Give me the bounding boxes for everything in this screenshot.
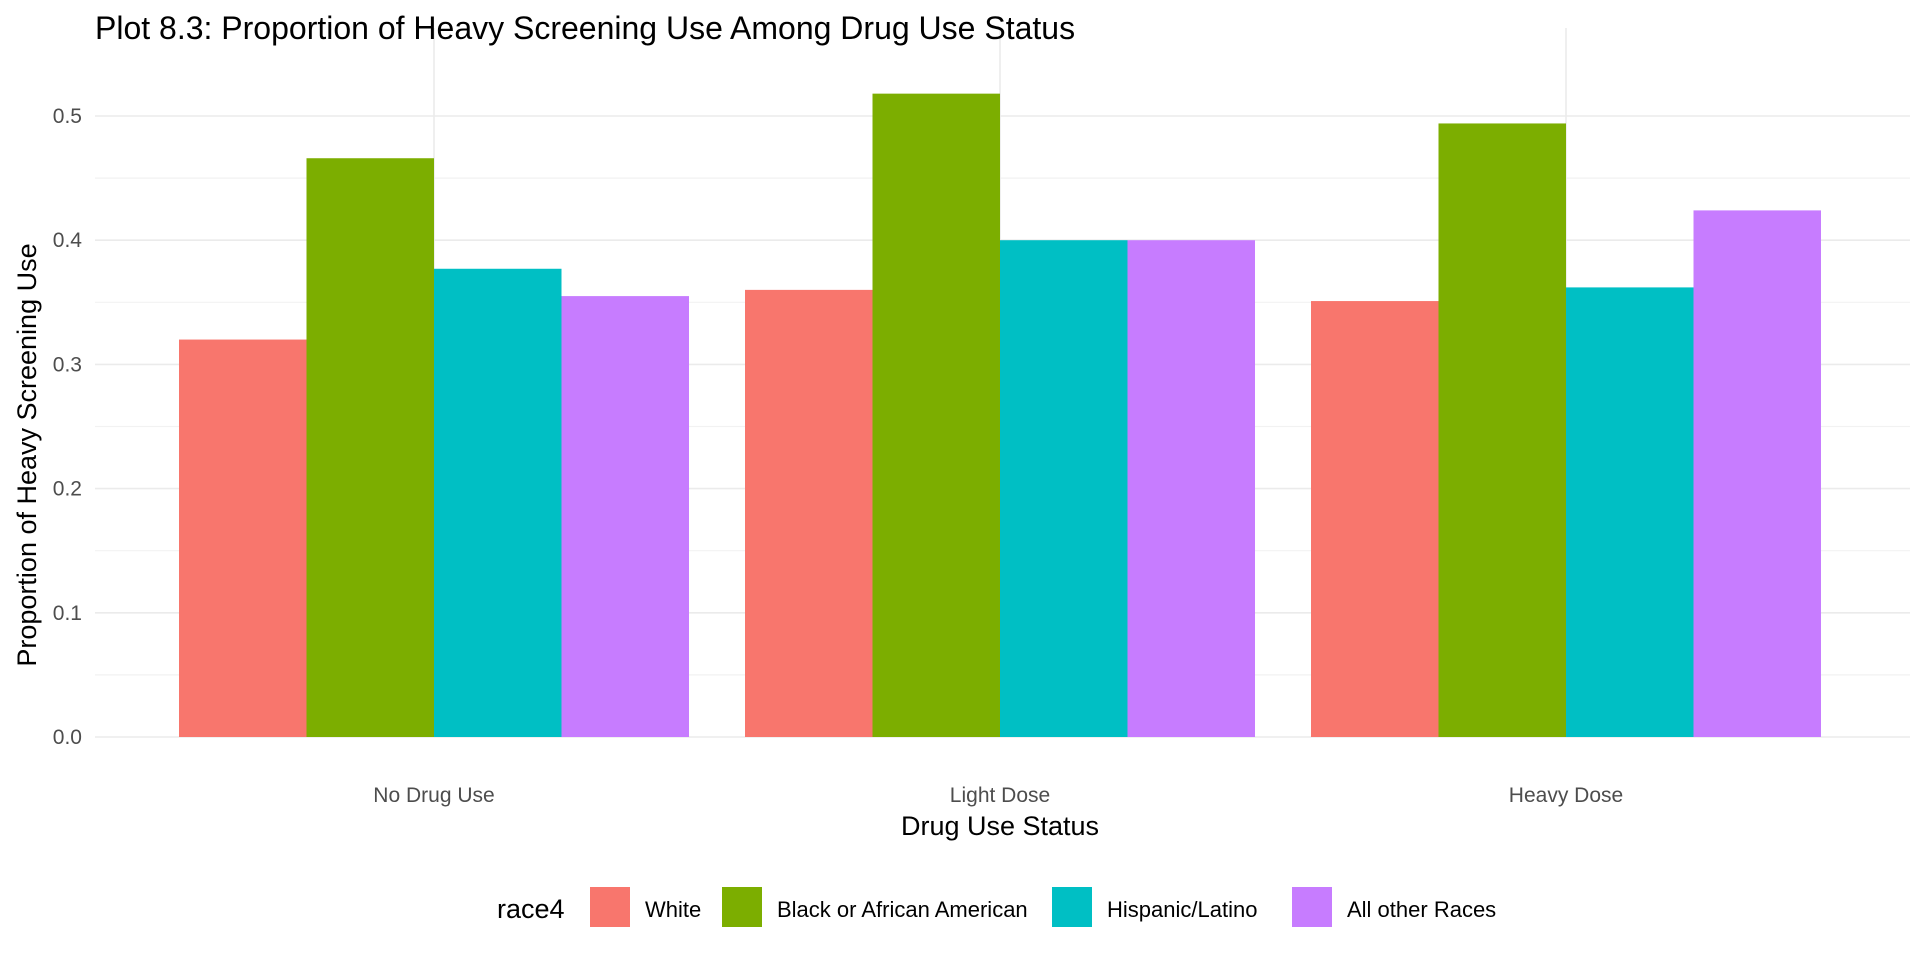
bar [1127,240,1255,737]
x-tick-label: Heavy Dose [1509,784,1623,807]
bar [1693,210,1821,738]
legend: race4 White Black or African American Hisp… [497,887,1496,927]
y-tick-label: 0.5 [53,105,82,128]
bar [745,289,873,737]
x-tick-label: No Drug Use [373,784,494,807]
bar [179,339,307,737]
chart-title: Plot 8.3: Proportion of Heavy Screening … [95,10,1075,46]
y-axis-title: Proportion of Heavy Screening Use [12,243,42,666]
bar [872,93,1000,738]
legend-key [1292,887,1332,927]
bars [179,93,1821,738]
y-tick-label: 0.4 [53,229,83,252]
legend-key [1052,887,1092,927]
legend-key [722,887,762,927]
bar [561,296,689,737]
legend-label: White [645,897,701,922]
x-axis-title: Drug Use Status [901,811,1099,841]
bar [1311,301,1439,737]
y-tick-label: 0.2 [53,478,82,501]
bar [434,268,562,737]
bar [306,158,434,737]
bar [1566,287,1694,737]
bar [1438,123,1566,737]
x-axis-ticks: No Drug Use Light Dose Heavy Dose [373,784,1623,807]
legend-label: Hispanic/Latino [1107,897,1257,922]
legend-label: All other Races [1347,897,1496,922]
y-tick-label: 0.3 [53,353,82,376]
bar [1000,240,1128,737]
legend-key [590,887,630,927]
legend-title: race4 [497,894,565,924]
y-tick-label: 0.1 [53,602,82,625]
y-axis-ticks: 0.0 0.1 0.2 0.3 0.4 0.5 [53,105,83,749]
x-tick-label: Light Dose [950,784,1050,807]
legend-label: Black or African American [777,897,1028,922]
y-tick-label: 0.0 [53,726,82,749]
